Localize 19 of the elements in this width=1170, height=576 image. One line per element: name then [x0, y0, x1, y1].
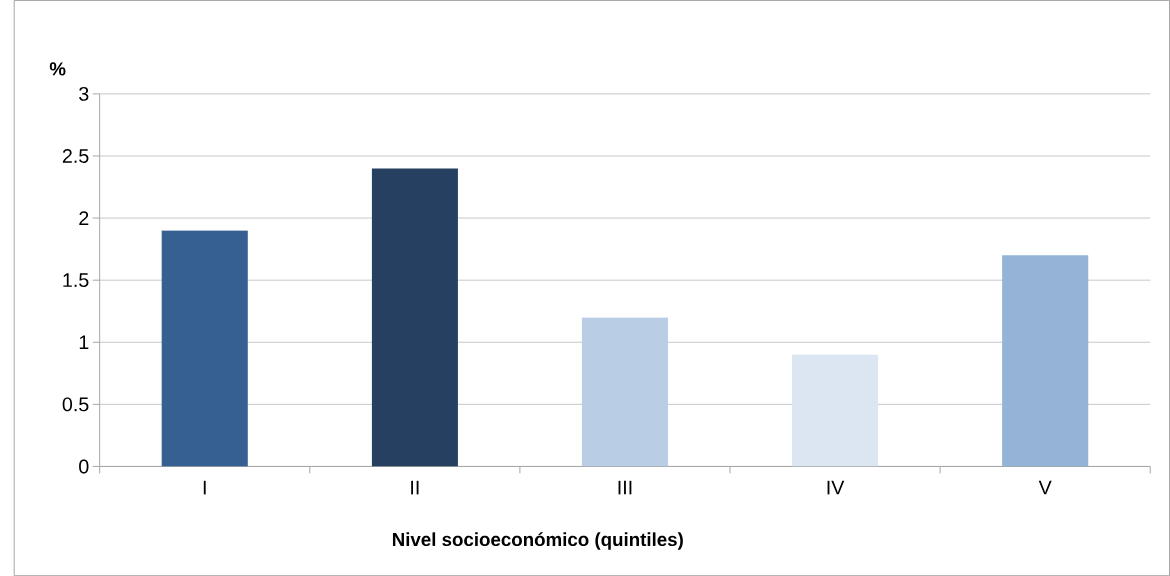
y-tick-label: 1 — [79, 335, 89, 349]
y-tick-label: 0.5 — [62, 397, 89, 412]
x-tick-label: I — [203, 480, 206, 495]
y-tick-label: 2 — [79, 211, 89, 225]
bar — [1002, 255, 1089, 467]
x-tick-label: II — [411, 480, 419, 495]
bar — [791, 354, 879, 467]
bar — [371, 168, 458, 467]
x-axis-title: Nivel socioeconómico (quintiles) — [392, 532, 683, 550]
x-tick-label: IV — [827, 480, 845, 495]
y-tick-label: 1.5 — [63, 273, 89, 287]
y-tick-label: 2.5 — [62, 148, 89, 163]
y-axis-title: % — [49, 62, 66, 76]
y-tick-label: 0 — [79, 459, 89, 474]
y-tick-label: 3 — [79, 86, 89, 101]
bar — [161, 230, 248, 467]
x-tick-label: III — [618, 480, 632, 495]
x-tick-label: V — [1038, 480, 1052, 495]
bar — [581, 317, 669, 467]
